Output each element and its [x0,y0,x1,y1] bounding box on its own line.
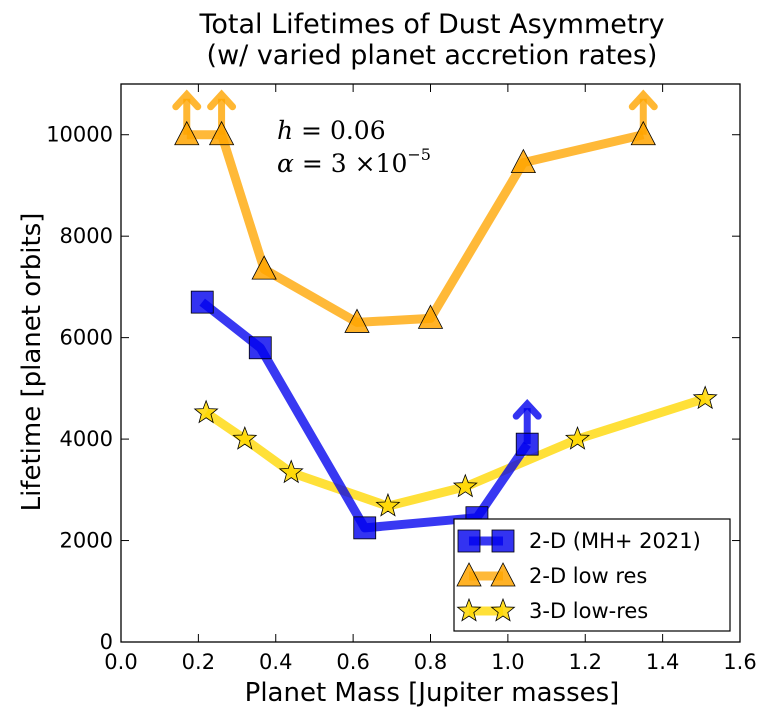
x-tick-label: 1.6 [723,650,756,674]
chart-subtitle: (w/ varied planet accretion rates) [207,40,658,71]
data-point [630,120,656,146]
data-point [251,255,277,280]
data-point [515,432,539,456]
data-point [417,304,444,329]
legend-marker [457,529,481,553]
data-point [232,425,258,450]
data-point [353,516,377,540]
legend-entry: 3-D low-res [456,597,648,623]
legend-marker [491,529,515,553]
x-tick-label: 1.4 [646,650,679,674]
legend-label: 3-D low-res [529,599,648,623]
legend-label: 2-D (MH+ 2021) [529,529,701,553]
legend-marker [490,562,516,587]
x-tick-label: 0.8 [414,650,447,674]
y-tick-label: 4000 [60,427,113,451]
y-tick-label: 6000 [60,326,113,350]
chart-title: Total Lifetimes of Dust Asymmetry [198,9,664,40]
arrow-head [628,89,658,111]
x-tick-label: 0.6 [336,650,369,674]
legend-label: 2-D low res [529,564,647,588]
legend-entry: 2-D (MH+ 2021) [457,529,701,553]
legend: 2-D (MH+ 2021) 2-D low res 3-D low-res [453,518,731,632]
series-star [193,385,718,517]
alpha-annotation: α = 3 ×10−5 [277,145,431,178]
arrow-head [512,398,542,420]
h-value: 0.06 [330,116,386,145]
legend-entries: 2-D (MH+ 2021) 2-D low res 3-D low-res [456,529,701,623]
alpha-equals: = [294,149,331,178]
data-point [190,290,214,314]
data-point [278,459,304,484]
arrow-head [207,89,237,111]
h-annotation: h = 0.06 [277,116,386,145]
legend-marker [490,597,516,622]
x-axis: 0.0 0.2 0.4 0.6 0.8 1.0 1.2 1.4 1.6 [104,84,757,674]
data-point [193,399,219,424]
series-layer [172,89,718,540]
x-axis-label: Planet Mass [Jupiter masses] [245,678,620,708]
y-tick-label: 10000 [46,123,113,147]
h-equals: = [293,116,330,145]
arrow-head [172,89,202,111]
parameter-annotation: h = 0.06 α = 3 ×10−5 [277,116,431,178]
x-tick-label: 1.2 [569,650,602,674]
x-tick-label: 0.2 [182,650,215,674]
data-point [565,425,591,450]
series-triangle [172,89,658,333]
alpha-exponent: −5 [407,145,431,164]
h-symbol: h [277,116,293,145]
alpha-value: 3 ×10 [331,149,408,178]
data-point [248,336,272,360]
x-tick-label: 0.0 [104,650,137,674]
data-point [174,120,200,146]
data-point [452,473,478,498]
series-square [190,290,542,540]
y-tick-label: 0 [100,630,113,654]
y-tick-label: 2000 [60,529,113,553]
data-point [344,308,370,333]
x-tick-label: 0.4 [259,650,292,674]
y-axis: 0 2000 4000 6000 8000 10000 [46,123,740,654]
legend-marker [456,562,482,587]
y-tick-label: 8000 [60,224,113,248]
data-point [692,385,718,410]
legend-entry: 2-D low res [456,562,647,588]
alpha-symbol: α [277,149,294,178]
y-axis-label: Lifetime [planet orbits] [17,213,47,512]
legend-marker [456,597,482,622]
data-point [375,492,401,517]
data-point [208,120,235,146]
data-point [510,148,537,174]
x-tick-label: 1.0 [491,650,524,674]
